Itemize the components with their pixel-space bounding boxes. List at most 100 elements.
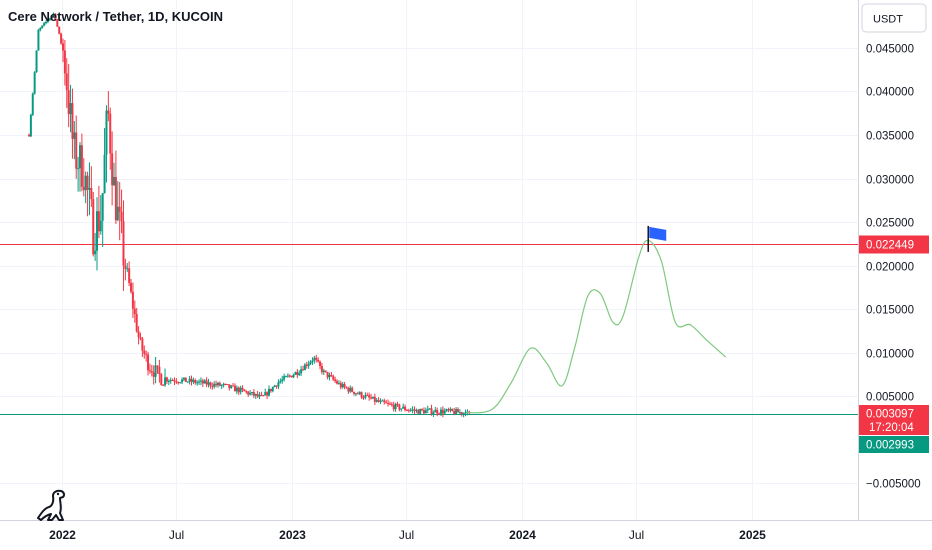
candle-body [366, 395, 369, 397]
candle-body [322, 370, 325, 373]
candle-body [220, 385, 223, 387]
candle-body [35, 50, 38, 73]
projection-line [466, 239, 727, 414]
candle-body [124, 265, 127, 269]
candle-body [417, 409, 420, 414]
horizontal-line-badge [859, 235, 929, 254]
candle-body [247, 391, 250, 395]
candle-body [147, 354, 150, 371]
x-tick-label: 2022 [49, 528, 76, 542]
candle-body [60, 33, 63, 44]
candle-body [181, 379, 184, 383]
candle-body [404, 406, 407, 410]
candle-body [105, 110, 108, 155]
y-tick-label: 0.030000 [866, 175, 914, 187]
x-tick-label: Jul [169, 528, 184, 542]
candle-body [92, 199, 95, 255]
candle-body [439, 409, 442, 414]
candle-body [421, 409, 424, 411]
candle-body [319, 361, 322, 366]
candle-body [254, 393, 257, 396]
candle-body [375, 400, 378, 402]
candle-body [73, 132, 76, 139]
candle-body [211, 385, 214, 387]
candle-body [80, 145, 83, 187]
candle-body [387, 403, 390, 405]
candle-body [101, 193, 104, 221]
candle-body [65, 73, 68, 91]
candle-body [77, 168, 80, 170]
candle-body [411, 409, 414, 411]
candle-body [353, 391, 356, 394]
candle-body [122, 221, 125, 266]
candle-body [194, 379, 197, 383]
candle-body [309, 361, 312, 364]
candle-body [120, 211, 123, 222]
candle-body [430, 408, 433, 414]
candle-body [158, 366, 161, 375]
candle-body [317, 359, 320, 362]
candle-body [94, 250, 97, 255]
price-axis[interactable]: 0.045000 0.040000 0.035000 0.030000 0.025000… [866, 44, 921, 491]
candle-body [436, 409, 439, 414]
candle-body [203, 380, 206, 384]
candle-body [381, 400, 384, 402]
candle-body [373, 396, 376, 402]
candle-body [198, 381, 201, 383]
candle-body [179, 382, 182, 384]
candle-body [156, 365, 159, 367]
candle-body [330, 375, 333, 377]
candle-body [334, 379, 337, 382]
candle-body [398, 404, 401, 410]
candle-body [285, 376, 287, 378]
candle-body [216, 382, 219, 386]
candle-body [328, 375, 331, 378]
y-tick-label: 0.010000 [866, 349, 914, 361]
candle-body [405, 409, 408, 411]
candle-body [169, 380, 172, 382]
x-tick-label: 2025 [739, 528, 766, 542]
x-tick-label: 2023 [279, 528, 306, 542]
candle-body [128, 268, 131, 283]
candle-body [320, 365, 323, 373]
horizontal-lines[interactable] [0, 244, 858, 415]
candle-body [103, 154, 106, 194]
candle-body [266, 392, 269, 396]
candle-body [390, 404, 393, 406]
candle-body [249, 392, 252, 395]
flag-icon[interactable] [649, 226, 667, 241]
candle-body [341, 384, 344, 388]
y-tick-label: 0.015000 [866, 305, 914, 317]
candle-body [464, 412, 467, 414]
candle-body [273, 385, 276, 388]
candle-body [368, 395, 371, 398]
candle-body [44, 21, 47, 24]
candle-body [460, 412, 463, 415]
candle-body [370, 397, 373, 399]
candle-body [126, 268, 129, 270]
projection-path [466, 239, 727, 414]
chart-title: Cere Network / Tether, 1D, KUCOIN [8, 9, 223, 24]
candle-body [264, 392, 267, 396]
flag-marker[interactable] [647, 225, 667, 252]
candle-body [71, 103, 74, 139]
candle-body [394, 403, 397, 410]
currency-button[interactable]: USDT [861, 3, 927, 33]
currency-label: USDT [873, 14, 903, 26]
tradingview-logo-icon[interactable] [37, 489, 66, 521]
candle-body [351, 387, 354, 392]
candle-body [199, 380, 202, 382]
candle-body [360, 392, 363, 398]
time-axis[interactable]: 2022 Jul 2023 Jul 2024 Jul 2025 [49, 528, 766, 542]
candle-body [150, 371, 153, 373]
candle-body [84, 175, 87, 191]
candle-body [455, 409, 458, 414]
candle-body [192, 379, 195, 382]
candle-body [143, 350, 146, 354]
candle-body [52, 13, 55, 17]
candle-body [337, 383, 340, 385]
candle-body [41, 25, 44, 28]
candle-body [139, 337, 142, 339]
candle-body [131, 291, 134, 309]
